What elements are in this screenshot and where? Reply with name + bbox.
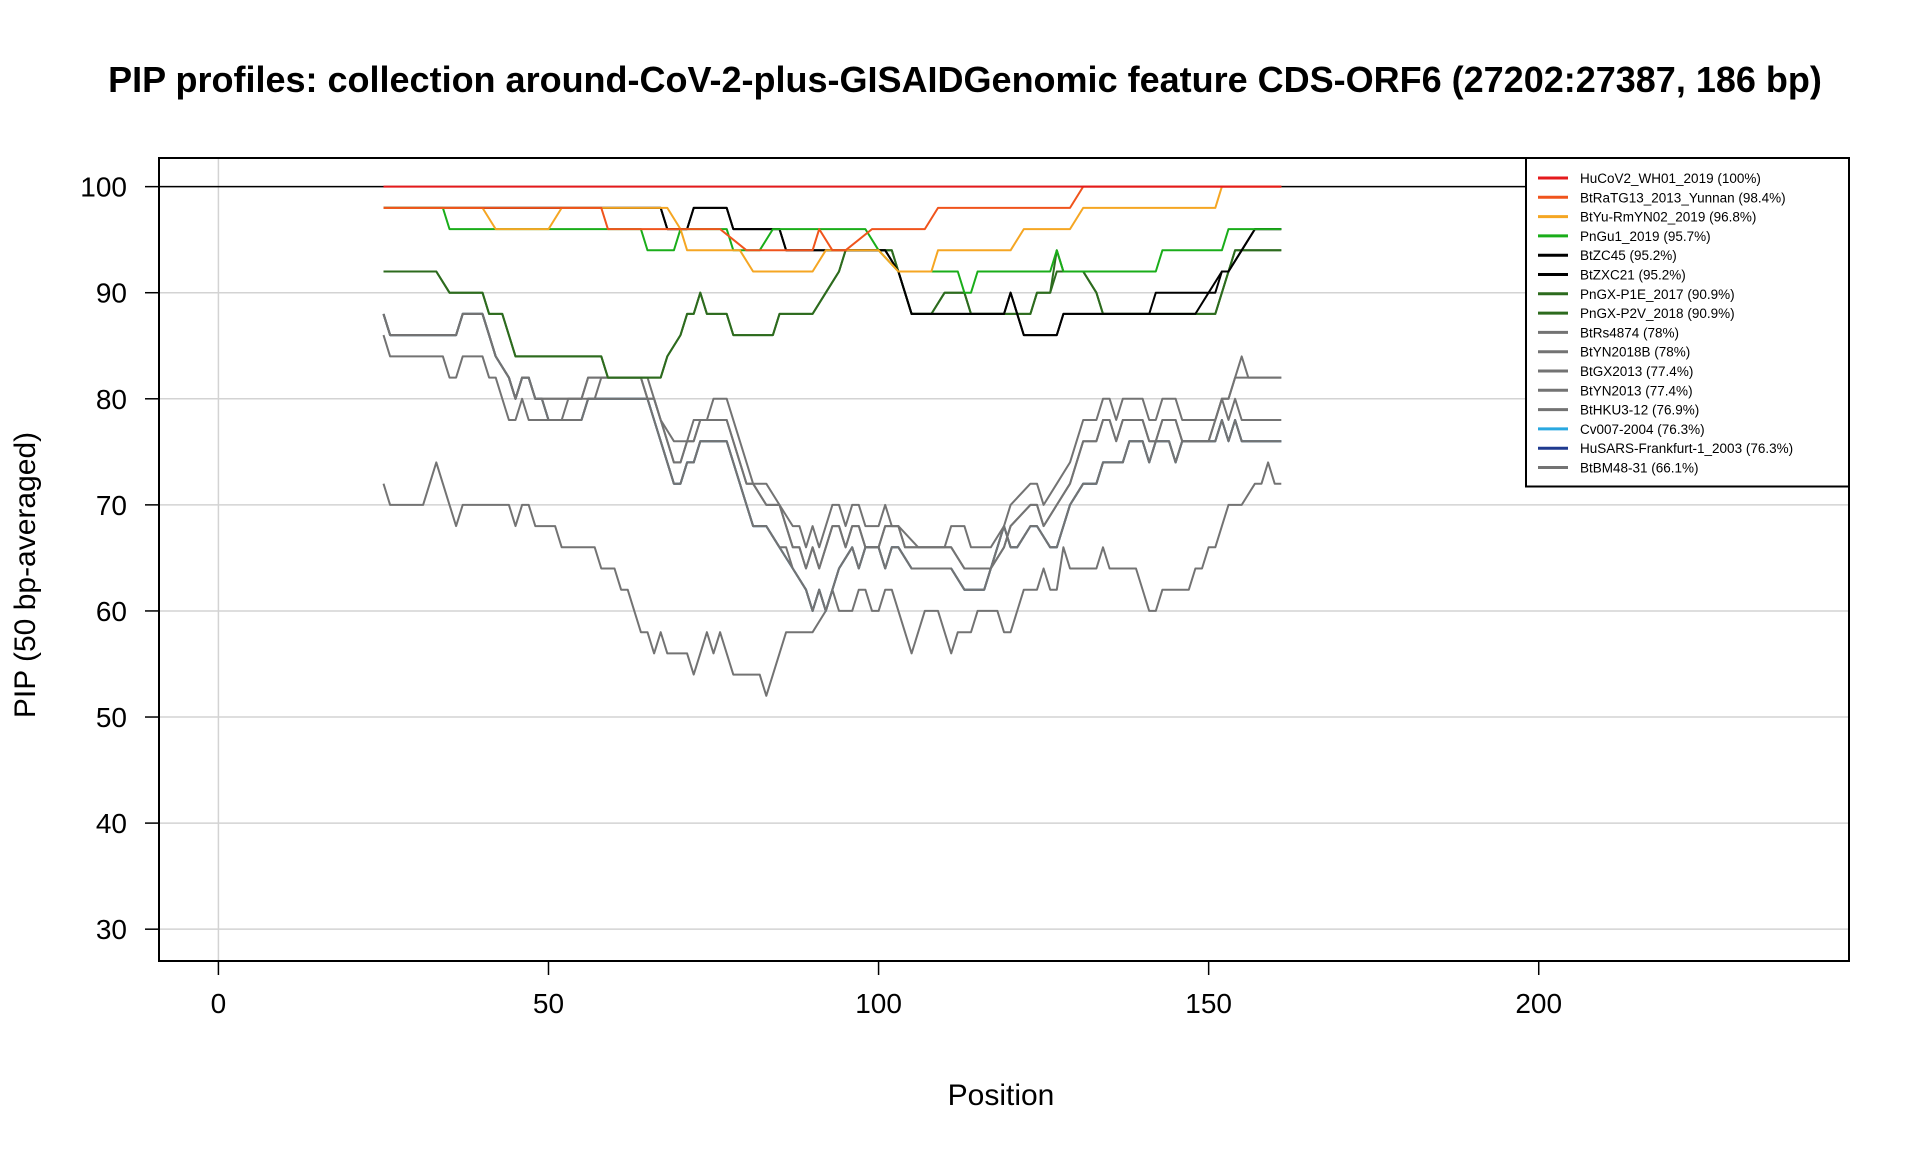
y-tick-label: 60 bbox=[96, 596, 127, 627]
y-tick-label: 80 bbox=[96, 384, 127, 415]
series-line bbox=[382, 334, 1282, 549]
legend-entry: PnGX-P2V_2018 (90.9%) bbox=[1580, 306, 1735, 321]
legend-entry: BtGX2013 (77.4%) bbox=[1580, 364, 1693, 379]
legend-entry: BtYu-RmYN02_2019 (96.8%) bbox=[1580, 210, 1756, 225]
x-axis-label: Position bbox=[948, 1079, 1055, 1112]
series-line bbox=[382, 312, 1282, 612]
legend-entry: BtZC45 (95.2%) bbox=[1580, 248, 1677, 263]
series-line bbox=[382, 461, 1282, 697]
series-line bbox=[383, 249, 1282, 379]
chart-title: PIP profiles: collection around-CoV-2-pl… bbox=[108, 59, 1822, 100]
legend-entry: BtHKU3-12 (76.9%) bbox=[1580, 403, 1699, 418]
legend-entry: BtBM48-31 (66.1%) bbox=[1580, 461, 1699, 476]
y-tick-label: 70 bbox=[96, 490, 127, 521]
legend-entry: HuCoV2_WH01_2019 (100%) bbox=[1580, 171, 1761, 186]
y-tick-label: 100 bbox=[80, 172, 127, 203]
series-line bbox=[383, 185, 1282, 273]
series-line bbox=[382, 312, 1282, 612]
series-line bbox=[383, 185, 1282, 252]
x-tick-label: 50 bbox=[533, 988, 564, 1019]
y-tick-label: 50 bbox=[96, 702, 127, 733]
legend-entry: HuSARS-Frankfurt-1_2003 (76.3%) bbox=[1580, 441, 1793, 456]
series-line bbox=[382, 312, 1282, 612]
x-tick-label: 200 bbox=[1515, 988, 1562, 1019]
legend-entry: BtRaTG13_2013_Yunnan (98.4%) bbox=[1580, 190, 1786, 205]
x-tick-label: 0 bbox=[211, 988, 227, 1019]
legend-box bbox=[1525, 157, 1850, 488]
y-tick-label: 90 bbox=[96, 278, 127, 309]
legend-entry: BtZXC21 (95.2%) bbox=[1580, 268, 1686, 283]
x-tick-label: 150 bbox=[1185, 988, 1232, 1019]
legend-entry: BtYN2013 (77.4%) bbox=[1580, 383, 1693, 398]
series-line bbox=[382, 312, 1282, 570]
series-line bbox=[382, 312, 1282, 612]
x-tick-label: 100 bbox=[855, 988, 902, 1019]
y-tick-label: 40 bbox=[96, 808, 127, 839]
series-lines bbox=[382, 185, 1282, 697]
gridlines bbox=[159, 158, 1849, 961]
legend-entry: PnGX-P1E_2017 (90.9%) bbox=[1580, 287, 1735, 302]
legend-entry: BtRs4874 (78%) bbox=[1580, 325, 1679, 340]
y-tick-label: 30 bbox=[96, 914, 127, 945]
legend: HuCoV2_WH01_2019 (100%) BtRaTG13_2013_Yun… bbox=[1525, 157, 1850, 488]
y-axis-label: PIP (50 bp-averaged) bbox=[9, 432, 42, 718]
plot-frame bbox=[158, 157, 1850, 962]
legend-entry: Cv007-2004 (76.3%) bbox=[1580, 422, 1705, 437]
axis-ticks: 0 50 100 150 200 30 40 50 60 70 80 90 100 bbox=[80, 172, 1562, 1019]
series-line bbox=[382, 312, 1282, 570]
legend-entry: BtYN2018B (78%) bbox=[1580, 345, 1690, 360]
legend-entry: PnGu1_2019 (95.7%) bbox=[1580, 229, 1711, 244]
